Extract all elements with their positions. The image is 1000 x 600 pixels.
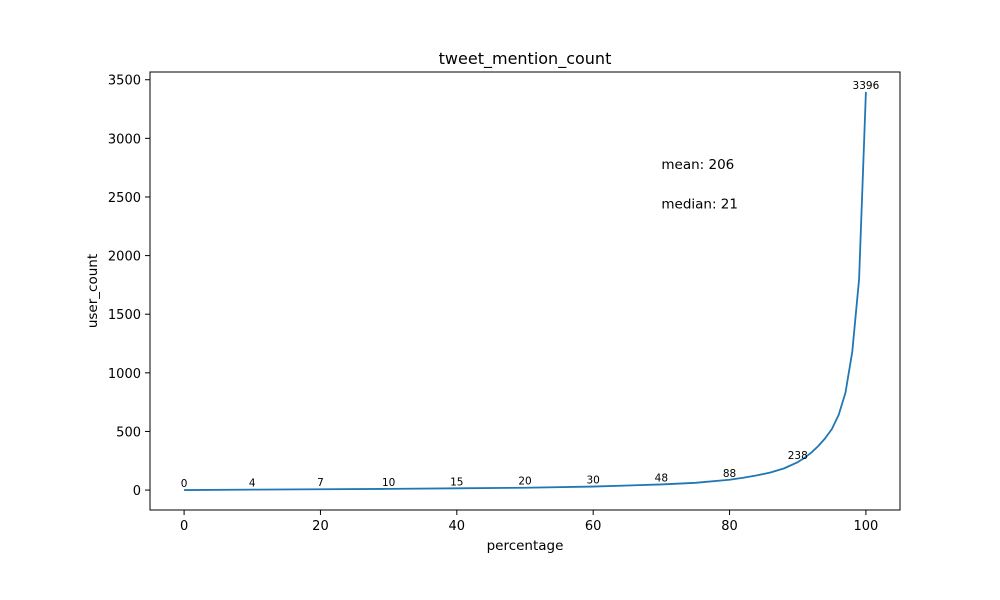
data-label-3: 10: [382, 477, 395, 489]
x-tick-label-1: 20: [312, 519, 329, 534]
data-label-8: 88: [723, 468, 736, 480]
y-tick-label-1: 500: [116, 425, 141, 440]
x-tick-label-2: 40: [449, 519, 466, 534]
y-tick-label-0: 0: [133, 484, 141, 499]
y-tick-label-7: 3500: [108, 74, 141, 89]
y-tick-label-2: 1000: [108, 367, 141, 382]
series-line: [184, 91, 867, 491]
x-tick-label-4: 80: [721, 519, 738, 534]
plot-frame: [149, 71, 901, 511]
annotation-0: mean: 206: [661, 157, 734, 173]
data-label-9: 238: [788, 450, 808, 462]
data-label-4: 15: [450, 476, 463, 488]
y-axis-ticks: 0 500 1000 1500 2000 2500 3000 3500: [108, 74, 150, 499]
annotations: mean: 206 median: 21: [661, 157, 738, 213]
data-label-2: 7: [317, 477, 324, 489]
x-tick-label-0: 0: [180, 519, 188, 534]
data-label-10: 3396: [853, 80, 880, 92]
data-label-1: 4: [249, 478, 256, 490]
data-label-6: 30: [586, 475, 599, 487]
data-label-7: 48: [655, 472, 668, 484]
y-tick-label-6: 3000: [108, 132, 141, 147]
x-axis-ticks: 0 20 40 60 80 100: [180, 510, 878, 534]
y-axis-label: user_count: [85, 254, 101, 328]
data-label-0: 0: [181, 478, 188, 490]
chart-title: tweet_mention_count: [439, 49, 612, 69]
data-labels: 0 4 7 10 15 20 30 48 88 238 3396: [181, 80, 880, 490]
y-tick-label-5: 2500: [108, 191, 141, 206]
data-label-5: 20: [518, 476, 531, 488]
x-axis-label: percentage: [487, 538, 564, 554]
annotation-1: median: 21: [661, 197, 738, 213]
y-tick-label-3: 1500: [108, 308, 141, 323]
y-tick-label-4: 2000: [108, 250, 141, 265]
x-tick-label-3: 60: [585, 519, 602, 534]
x-tick-label-5: 100: [853, 519, 878, 534]
